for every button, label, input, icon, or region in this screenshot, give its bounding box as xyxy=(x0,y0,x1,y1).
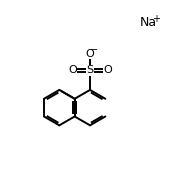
Text: O: O xyxy=(103,65,112,75)
Text: O: O xyxy=(86,49,94,59)
Text: O: O xyxy=(68,65,77,75)
Text: Na: Na xyxy=(140,16,157,29)
Text: S: S xyxy=(86,65,94,75)
Text: +: + xyxy=(152,14,160,24)
Text: −: − xyxy=(90,45,98,55)
